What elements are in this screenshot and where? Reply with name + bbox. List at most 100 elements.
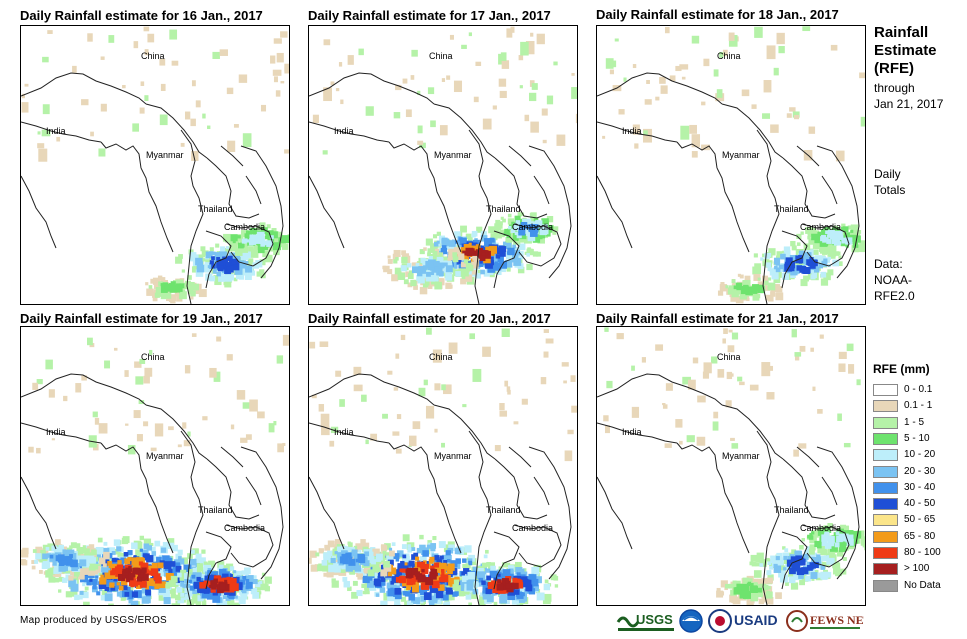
rain-cell [237, 235, 241, 239]
rain-cell [427, 284, 433, 289]
rain-cell [809, 532, 813, 537]
rain-cell [401, 256, 408, 264]
sidebar-data-source: Data: NOAA- RFE2.0 [874, 256, 915, 304]
rain-cell [136, 434, 143, 442]
rain-cell [212, 51, 220, 59]
rain-cell [475, 273, 482, 279]
rain-cell [138, 557, 145, 564]
rain-cell [468, 560, 473, 565]
rain-cell [133, 555, 137, 559]
rain-cell [211, 256, 215, 261]
rain-cell [775, 271, 782, 278]
rain-cell [719, 284, 728, 292]
rain-cell [148, 285, 153, 289]
rain-cell [507, 218, 515, 225]
rain-cell [184, 365, 191, 374]
rain-cell [500, 266, 506, 273]
rain-cell [539, 232, 546, 239]
rain-cell [90, 131, 94, 137]
rain-cell [830, 44, 838, 51]
country-border [721, 404, 784, 460]
rain-cell [778, 570, 786, 578]
rain-cell [353, 384, 363, 392]
rain-cell [809, 262, 816, 269]
rain-cell [93, 582, 97, 586]
rain-cell [505, 242, 512, 249]
rain-cell [207, 125, 211, 130]
rain-cell [154, 583, 160, 590]
rain-cell [778, 264, 784, 270]
rain-cell [446, 75, 451, 80]
rain-cell [435, 590, 444, 599]
rain-cell [282, 334, 289, 346]
rain-cell [227, 600, 235, 605]
rain-cell [810, 347, 814, 352]
rain-cell [767, 585, 771, 590]
rain-cell [516, 233, 522, 239]
rain-cell [131, 542, 138, 550]
rain-cell [155, 286, 163, 294]
legend-label: 0 - 0.1 [904, 384, 933, 395]
rain-cell [266, 224, 271, 229]
rain-cell [230, 234, 238, 242]
legend-swatch [873, 449, 898, 462]
rain-cell [328, 540, 335, 548]
rain-cell [114, 548, 121, 555]
rain-cell [472, 588, 478, 595]
rain-cell [623, 77, 627, 82]
rain-cell [42, 104, 50, 115]
rain-cell [802, 26, 811, 32]
label-china: China [141, 51, 165, 61]
rain-cell [777, 565, 786, 574]
rain-cell [104, 360, 111, 369]
rain-cell [209, 276, 216, 282]
rain-cell [347, 55, 354, 65]
rain-cell [423, 247, 427, 251]
rain-cell [543, 220, 549, 227]
rain-cell [411, 547, 416, 551]
rain-cell [318, 548, 324, 554]
rain-cell [238, 74, 248, 83]
rain-cell [420, 257, 426, 264]
rain-cell [788, 576, 796, 584]
rain-cell [485, 568, 491, 573]
rain-cell [834, 542, 840, 548]
rain-cell [81, 375, 87, 381]
sidebar-totals-line2: Totals [874, 183, 906, 197]
rain-cell [37, 143, 45, 149]
rain-cell [341, 553, 347, 559]
rain-cell [432, 251, 438, 257]
rain-cell [428, 256, 435, 262]
label-thailand: Thailand [198, 505, 233, 515]
rain-cell [764, 277, 769, 282]
rain-cell [125, 423, 129, 426]
rain-cell [196, 264, 205, 273]
rain-cell [317, 564, 324, 572]
rain-cell [330, 557, 336, 564]
rain-cell [417, 125, 423, 134]
rain-cell [380, 564, 385, 570]
rain-cell [412, 585, 419, 593]
rain-cell [177, 286, 183, 292]
rain-cell [341, 550, 348, 557]
rain-cell [350, 547, 356, 552]
rain-cell [215, 243, 220, 248]
rain-cell [370, 433, 378, 441]
rain-cell [195, 269, 204, 277]
rain-cell [563, 380, 567, 384]
rain-cell [446, 594, 452, 601]
rain-cell [347, 586, 352, 592]
rain-cell [556, 134, 566, 146]
rain-cell [212, 251, 216, 256]
rain-cell [794, 556, 801, 563]
rain-cell [226, 87, 234, 95]
rain-cell [41, 129, 51, 137]
rain-cell [774, 265, 778, 270]
rain-cell [224, 274, 233, 282]
rain-cell [150, 447, 157, 452]
rain-cell [144, 49, 149, 56]
rain-cell [170, 575, 178, 583]
rain-cell [838, 363, 846, 372]
rain-cell [514, 589, 520, 595]
rain-cell [767, 277, 772, 281]
